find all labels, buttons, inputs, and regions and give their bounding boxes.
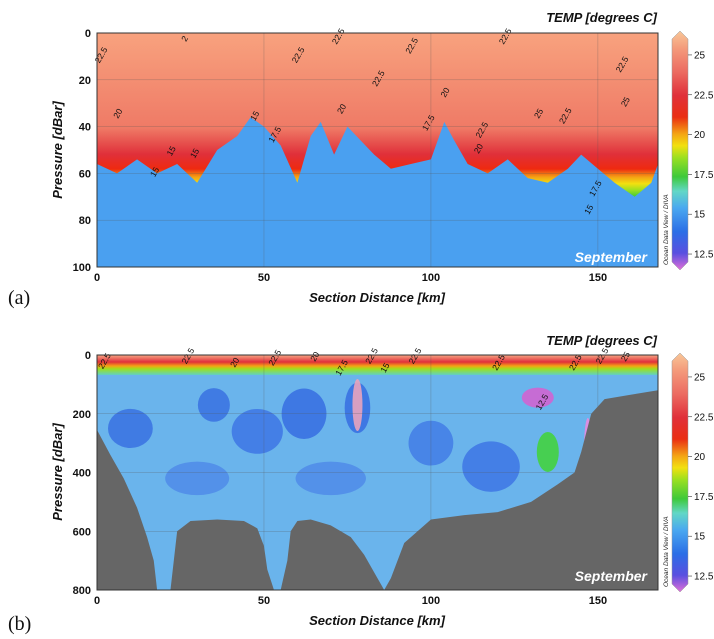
panel-a-y-tick-label: 80 xyxy=(79,215,91,227)
panel-a-colorbar-tick-label: 17.5 xyxy=(694,170,714,181)
panel-b-warm-patch xyxy=(521,387,554,408)
panel-b-water-structure xyxy=(107,378,592,496)
panel-b-contour-label: 25 xyxy=(619,350,633,363)
panel-b-axis-ticks: 0 50 100 150 0 200 400 600 800 xyxy=(73,350,607,607)
panel-a-x-tick-label: 50 xyxy=(258,272,270,284)
panel-a-x-tick-label: 100 xyxy=(422,272,440,284)
panel-b-colorbar: 12.5 15 17.5 20 22.5 25 xyxy=(671,352,714,593)
panel-b-y-tick-label: 0 xyxy=(85,350,91,362)
panel-b-y-tick-label: 800 xyxy=(73,585,91,597)
panel-a-contour-label: 15 xyxy=(188,146,202,159)
panel-a-colorbar-bar xyxy=(671,30,689,271)
panel-b-y-tick-label: 400 xyxy=(73,468,91,480)
panel-b-contour-label: 20 xyxy=(228,355,242,368)
panel-a-contour-label: 15 xyxy=(582,203,596,216)
panel-b-x-tick-label: 150 xyxy=(589,595,607,607)
panel-b-cold-patch xyxy=(197,388,230,422)
panel-b-contour-label: 15 xyxy=(378,361,392,374)
panel-a-y-tick-label: 0 xyxy=(85,28,91,40)
panel-b-colorbar-tick-label: 22.5 xyxy=(694,412,714,423)
panel-a-contour-label: 25 xyxy=(619,95,633,108)
panel-a-colorbar-tick-label: 12.5 xyxy=(694,250,714,261)
panel-a-colorbar-tick-label: 22.5 xyxy=(694,90,714,101)
panel-a-colorbar: 12.5 15 17.5 20 22.5 25 xyxy=(671,30,714,271)
panel-b-colorbar-tick-label: 17.5 xyxy=(694,492,714,503)
panel-b: (b) TEMP [degrees C] 22.5 22.5 20 22.5 20 22.… xyxy=(8,333,714,635)
panel-a-contour-label: 20 xyxy=(335,102,349,115)
panel-b-cold-patch xyxy=(165,461,230,496)
panel-b-x-tick-label: 0 xyxy=(94,595,100,607)
panel-b-ylabel: Pressure [dBar] xyxy=(50,423,65,521)
panel-b-x-tick-label: 100 xyxy=(422,595,440,607)
panel-b-colorbar-tick-label: 25 xyxy=(694,372,706,383)
panel-a-y-tick-label: 100 xyxy=(73,262,91,274)
panel-a-contour-label: 15 xyxy=(248,109,262,122)
panel-a-contour-label: 20 xyxy=(472,142,486,155)
panel-a-contour-label: 15 xyxy=(148,165,162,178)
panel-a-frame xyxy=(96,32,659,268)
panel-b-colorbar-bar xyxy=(671,352,689,593)
panel-b-xlabel: Section Distance [km] xyxy=(309,613,445,628)
panel-a-colorbar-tick-label: 15 xyxy=(694,210,706,221)
panel-a-contour-label: 2 xyxy=(179,34,190,43)
panel-a-y-tick-label: 40 xyxy=(79,122,91,134)
panel-b-surface-layer xyxy=(97,355,658,375)
panel-b-contour-label: 20 xyxy=(308,350,322,363)
panel-b-colorbar-tick-label: 20 xyxy=(694,452,706,463)
panel-b-seafloor xyxy=(97,390,658,590)
panel-b-x-tick-label: 50 xyxy=(258,595,270,607)
panel-b-cold-patch xyxy=(231,408,283,454)
panel-a-contour-label: 25 xyxy=(532,107,546,120)
panel-b-colorbar-tick-label: 12.5 xyxy=(694,572,714,583)
panel-a-warm-layer xyxy=(97,33,658,197)
panel-b-month: September xyxy=(575,568,649,584)
panel-a-x-tick-label: 150 xyxy=(589,272,607,284)
panel-a-y-tick-label: 20 xyxy=(79,75,91,87)
panel-a-contour-label: 20 xyxy=(111,107,125,120)
panel-b-cold-patch xyxy=(462,441,520,492)
panel-a-label: (a) xyxy=(8,287,30,309)
panel-b-credit: Ocean Data View / DIVA xyxy=(663,516,670,587)
panel-b-colorbar-tick-label: 15 xyxy=(694,532,706,543)
panel-a-xlabel: Section Distance [km] xyxy=(309,290,445,305)
panel-a-month: September xyxy=(575,249,649,265)
panel-b-label: (b) xyxy=(8,613,31,635)
panel-b-cold-patch xyxy=(107,408,153,449)
panel-a-ylabel: Pressure [dBar] xyxy=(50,101,65,199)
panel-b-y-tick-label: 200 xyxy=(73,409,91,421)
panel-b-warm-patch xyxy=(352,378,363,431)
panel-b-title: TEMP [degrees C] xyxy=(546,333,657,348)
panel-a-credit: Ocean Data View / DIVA xyxy=(663,194,670,265)
panel-a-y-tick-label: 60 xyxy=(79,168,91,180)
panel-a-colorbar-tick-label: 20 xyxy=(694,130,706,141)
panel-a-axis-ticks: 0 50 100 150 0 20 40 60 80 100 xyxy=(73,28,607,284)
panel-b-plot-area: 22.5 22.5 20 22.5 20 22.5 22.5 22.5 22.5 22.5 2517… xyxy=(96,346,659,591)
panel-a-contour-label: 20 xyxy=(438,86,452,99)
panel-a-colorbar-tick-label: 25 xyxy=(694,50,706,61)
panel-a-title: TEMP [degrees C] xyxy=(546,10,657,25)
panel-a-contour-label: 15 xyxy=(165,144,179,157)
panel-b-frame xyxy=(96,354,659,591)
panel-b-green-patch xyxy=(536,431,559,472)
panel-b-y-tick-label: 600 xyxy=(73,526,91,538)
panel-a-x-tick-label: 0 xyxy=(94,272,100,284)
panel-b-cold-patch xyxy=(295,461,366,496)
